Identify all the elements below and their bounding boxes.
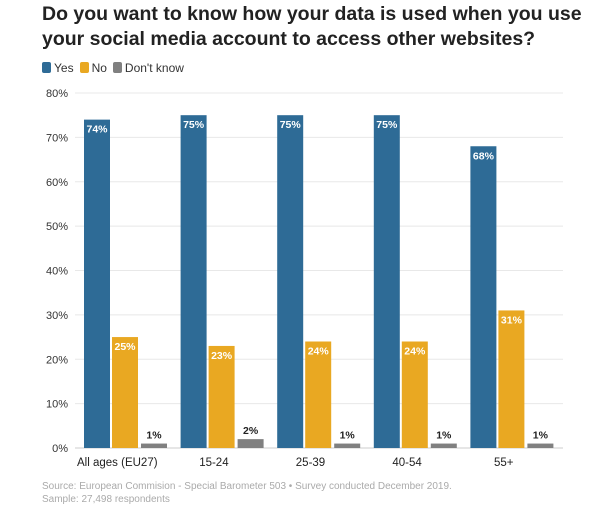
- bar-yes: [470, 146, 497, 448]
- data-label: 31%: [501, 314, 523, 326]
- source-note: Source: European Commision - Special Bar…: [42, 480, 452, 506]
- sample-text: Sample: 27,498 respondents: [42, 494, 170, 505]
- data-label: 25%: [114, 341, 136, 353]
- data-label: 1%: [146, 430, 162, 442]
- bar-no: [208, 345, 235, 448]
- x-tick-label: 40-54: [392, 457, 422, 469]
- y-tick-label: 20%: [46, 354, 68, 366]
- legend-item: No: [79, 61, 107, 75]
- legend: Yes No Don't know: [42, 61, 184, 75]
- bar-no: [498, 310, 525, 448]
- data-label: 68%: [473, 150, 495, 162]
- legend-label: Yes: [54, 61, 74, 75]
- legend-item: Don't know: [112, 61, 184, 75]
- data-label: 75%: [280, 119, 302, 131]
- data-label: 24%: [308, 346, 330, 358]
- chart-title: Do you want to know how your data is use…: [42, 3, 582, 50]
- bar-no: [401, 341, 428, 448]
- data-label: 2%: [243, 425, 259, 437]
- legend-swatch: [112, 62, 122, 73]
- bar-don-t-know: [527, 443, 554, 448]
- y-tick-label: 30%: [46, 310, 68, 322]
- data-label: 23%: [211, 350, 233, 362]
- y-tick-label: 40%: [46, 266, 68, 278]
- y-tick-label: 70%: [46, 132, 68, 144]
- legend-swatch: [79, 62, 89, 73]
- bar-yes: [373, 115, 400, 448]
- y-tick-label: 0%: [52, 443, 68, 455]
- source-text: Source: European Commision - Special Bar…: [42, 481, 452, 492]
- data-label: 1%: [533, 430, 549, 442]
- x-tick-label: 25-39: [296, 457, 325, 469]
- bar-don-t-know: [237, 439, 264, 448]
- data-label: 74%: [86, 124, 108, 136]
- bar-yes: [84, 119, 110, 448]
- y-tick-label: 60%: [46, 177, 68, 189]
- bar-don-t-know: [141, 443, 167, 448]
- bar-yes: [277, 115, 304, 448]
- data-label: 1%: [436, 430, 452, 442]
- y-tick-label: 10%: [46, 399, 68, 411]
- data-label: 1%: [340, 430, 356, 442]
- data-label: 75%: [183, 119, 205, 131]
- bar-don-t-know: [430, 443, 457, 448]
- y-tick-label: 50%: [46, 221, 68, 233]
- bar-no: [112, 337, 138, 448]
- x-tick-label: 55+: [494, 457, 514, 469]
- x-tick-label: All ages (EU27): [77, 457, 158, 469]
- bar-no: [305, 341, 332, 448]
- y-tick-label: 80%: [46, 88, 68, 100]
- data-label: 75%: [376, 119, 398, 131]
- legend-swatch: [42, 62, 51, 73]
- bar-don-t-know: [334, 443, 361, 448]
- data-label: 24%: [404, 346, 426, 358]
- legend-label: No: [91, 61, 107, 75]
- x-tick-label: 15-24: [199, 457, 229, 469]
- legend-label: Don't know: [124, 61, 184, 75]
- bar-yes: [180, 115, 207, 448]
- legend-item: Yes: [42, 61, 74, 75]
